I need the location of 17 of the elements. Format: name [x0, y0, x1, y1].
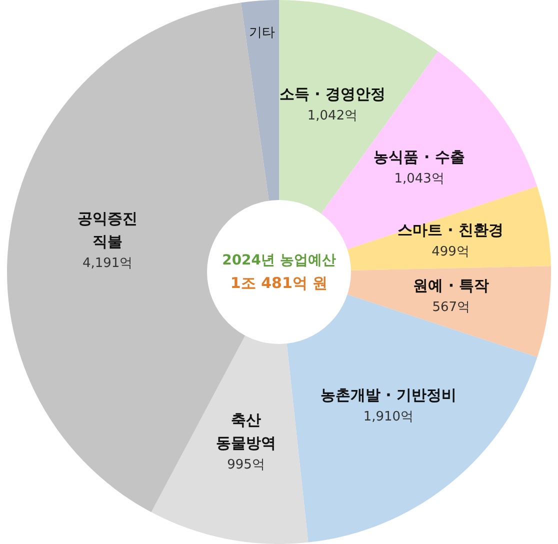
slice-label: 농식품 · 수출 [374, 148, 465, 166]
slice-label: 축산 동물방역 [216, 410, 276, 452]
slice-label: 스마트 · 친환경 [397, 221, 504, 240]
slice-label: 원예 · 특작 [413, 276, 490, 295]
data-label: 995억 [227, 457, 265, 472]
text: 2024년 농업예산 [222, 252, 336, 269]
data-label: 1,910억 [363, 410, 414, 425]
text: 1조 481억 원 [230, 274, 328, 292]
slice-label: 농촌개발 · 기반정비 [320, 386, 457, 404]
data-label: 1,043억 [394, 171, 444, 186]
data-label: 4,191억 [82, 256, 133, 272]
slice-label: 기타 [249, 26, 276, 41]
data-label: 499억 [432, 244, 470, 260]
slice-label: 소득 · 경영안정 [279, 85, 386, 104]
data-label: 1,042억 [307, 108, 358, 124]
slice-label: 공익증진 직불 [78, 210, 138, 251]
data-label: 567억 [432, 300, 470, 316]
